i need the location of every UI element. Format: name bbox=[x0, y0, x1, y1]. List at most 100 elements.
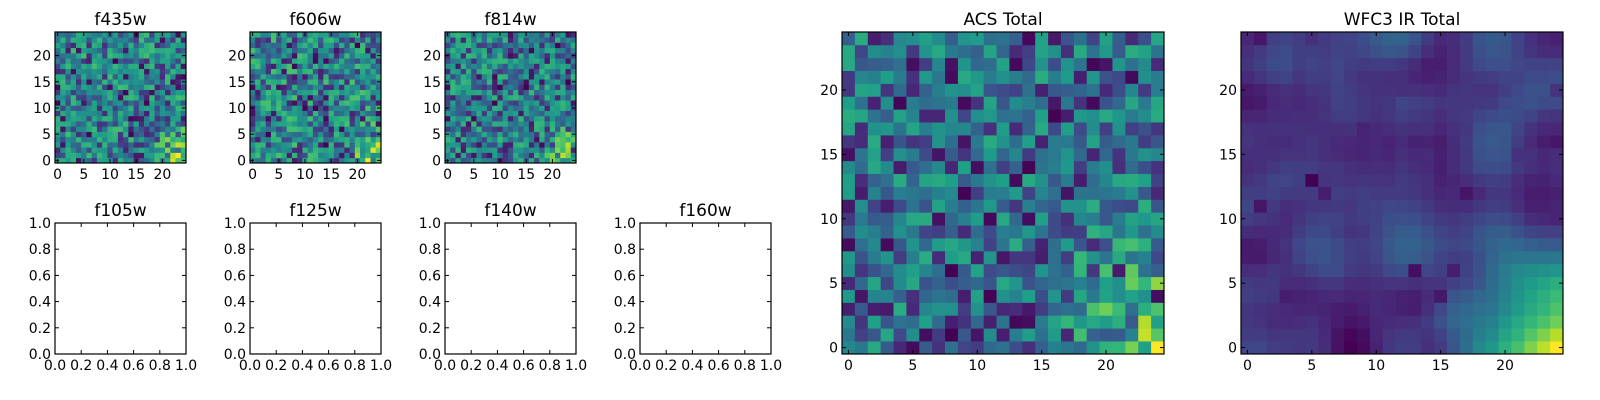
heatmap-cell bbox=[1369, 315, 1384, 329]
heatmap-cell bbox=[1356, 160, 1371, 175]
heatmap-cell bbox=[445, 42, 451, 49]
heatmap-cell bbox=[481, 94, 488, 101]
heatmap-cell bbox=[1112, 302, 1126, 316]
heatmap-cell bbox=[513, 126, 519, 132]
heatmap-cell bbox=[957, 276, 972, 290]
heatmap-cell bbox=[128, 147, 134, 153]
heatmap-cell bbox=[1524, 276, 1538, 290]
heatmap-cell bbox=[471, 89, 477, 96]
heatmap-cell bbox=[549, 63, 556, 70]
heatmap-cell bbox=[1498, 57, 1512, 71]
heatmap-cell bbox=[1279, 32, 1293, 46]
heatmap-cell bbox=[1447, 238, 1461, 252]
heatmap-cell bbox=[1537, 328, 1551, 342]
heatmap-cell bbox=[1241, 147, 1255, 162]
heatmap-cell bbox=[81, 152, 87, 159]
heatmap-cell bbox=[539, 73, 545, 80]
heatmap-cell bbox=[1125, 341, 1139, 355]
heatmap-cell bbox=[328, 105, 335, 111]
heatmap-cell bbox=[354, 105, 361, 111]
heatmap-cell bbox=[75, 68, 82, 75]
heatmap-cell bbox=[1086, 238, 1100, 252]
heatmap-cell bbox=[265, 94, 272, 101]
heatmap-cell bbox=[455, 79, 462, 85]
heatmap-cell bbox=[906, 186, 920, 200]
heatmap-cell bbox=[502, 110, 509, 117]
heatmap-cell bbox=[534, 37, 540, 43]
heatmap-cell bbox=[318, 58, 324, 64]
heatmap-cell bbox=[465, 142, 472, 148]
heatmap-cell bbox=[919, 315, 933, 329]
heatmap-cell bbox=[112, 47, 119, 54]
heatmap-cell bbox=[375, 58, 382, 64]
heatmap-cell bbox=[165, 52, 171, 59]
heatmap-cell bbox=[323, 115, 329, 122]
heatmap-cell bbox=[1022, 109, 1036, 123]
heatmap-cell bbox=[1447, 315, 1461, 329]
heatmap-cell bbox=[1086, 328, 1100, 342]
heatmap-cell bbox=[450, 147, 456, 153]
heatmap-cell bbox=[1472, 341, 1487, 355]
heatmap-cell bbox=[1331, 302, 1345, 316]
heatmap-cell bbox=[1511, 135, 1525, 149]
heatmap-cell bbox=[1253, 315, 1268, 329]
heatmap-cell bbox=[970, 212, 985, 226]
y-tick-label: 1.0 bbox=[29, 216, 51, 232]
heatmap-cell bbox=[265, 131, 272, 138]
heatmap-cell bbox=[1318, 32, 1332, 46]
heatmap-cell bbox=[867, 212, 881, 226]
heatmap-cell bbox=[112, 89, 119, 96]
heatmap-cell bbox=[1382, 212, 1396, 226]
heatmap-cell bbox=[1048, 328, 1062, 342]
heatmap-cell bbox=[128, 47, 134, 54]
heatmap-cell bbox=[1331, 57, 1345, 71]
heatmap-cell bbox=[175, 110, 182, 117]
heatmap-cell bbox=[1073, 186, 1088, 200]
heatmap-cell bbox=[354, 115, 361, 122]
heatmap-cell bbox=[1292, 199, 1306, 213]
panel-f160w: 0.0 0.2 0.4 0.6 0.8 1.00.00.20.40.60.81.0f160… bbox=[614, 201, 782, 374]
heatmap-cell bbox=[523, 136, 530, 143]
heatmap-cell bbox=[983, 263, 997, 278]
heatmap-cell bbox=[123, 47, 129, 54]
heatmap-cell bbox=[1099, 135, 1113, 149]
heatmap-cell bbox=[970, 289, 985, 303]
heatmap-cell bbox=[312, 32, 319, 38]
heatmap-cell bbox=[133, 52, 140, 59]
heatmap-cell bbox=[365, 110, 371, 117]
heatmap-cell bbox=[370, 110, 377, 117]
heatmap-cell bbox=[149, 42, 155, 49]
heatmap-cell bbox=[1305, 315, 1319, 329]
heatmap-cell bbox=[86, 105, 93, 111]
heatmap-cell bbox=[476, 142, 483, 148]
heatmap-cell bbox=[349, 63, 356, 70]
heatmap-cell bbox=[318, 37, 324, 43]
heatmap-cell bbox=[1537, 289, 1551, 303]
heatmap-cell bbox=[1279, 212, 1293, 226]
heatmap-cell bbox=[1537, 109, 1551, 123]
heatmap-cell bbox=[534, 110, 540, 117]
heatmap-cell bbox=[286, 115, 293, 122]
heatmap-cell bbox=[1356, 341, 1371, 355]
heatmap-cell bbox=[565, 115, 572, 122]
heatmap-cell bbox=[170, 79, 176, 85]
heatmap-cell bbox=[555, 157, 561, 164]
heatmap-cell bbox=[460, 63, 467, 70]
heatmap-cell bbox=[1344, 57, 1358, 71]
heatmap-cell bbox=[323, 121, 329, 127]
heatmap-cell bbox=[1253, 263, 1268, 278]
heatmap-cell bbox=[370, 42, 377, 49]
heatmap-cell bbox=[270, 115, 277, 122]
heatmap-cell bbox=[180, 147, 187, 153]
heatmap-cell bbox=[1009, 122, 1023, 136]
heatmap-cell bbox=[1395, 96, 1409, 110]
heatmap-cell bbox=[544, 110, 551, 117]
heatmap-cell bbox=[450, 89, 456, 96]
heatmap-cell bbox=[1344, 328, 1358, 342]
heatmap-cell bbox=[323, 42, 329, 49]
heatmap-cell bbox=[91, 136, 98, 143]
heatmap-cell bbox=[180, 94, 187, 101]
heatmap-cell bbox=[1447, 44, 1461, 59]
heatmap-cell bbox=[154, 37, 161, 43]
heatmap-cell bbox=[880, 212, 894, 226]
